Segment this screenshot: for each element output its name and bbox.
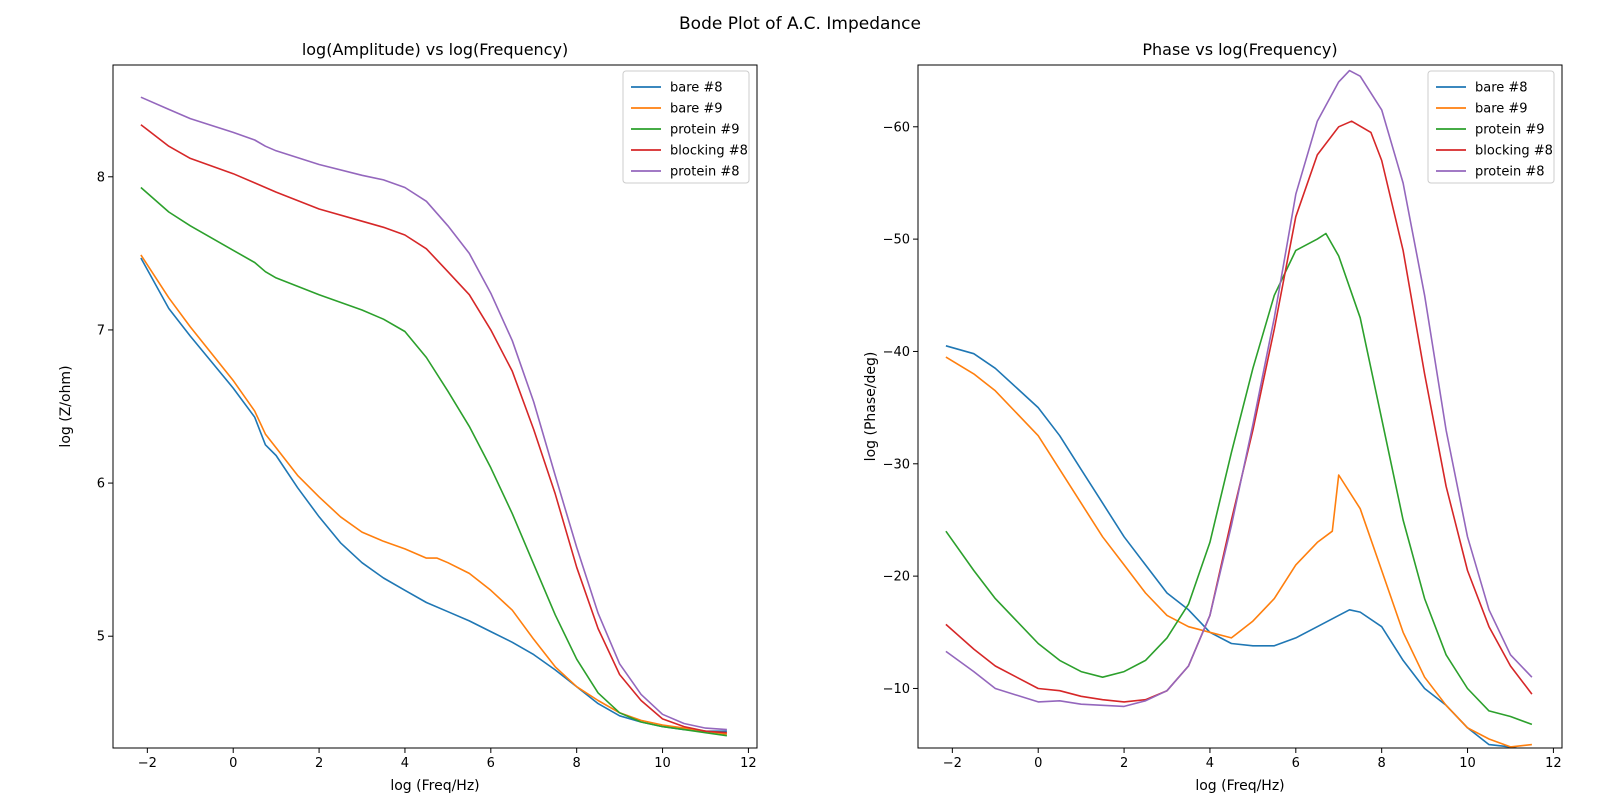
figure-title: Bode Plot of A.C. Impedance [679, 14, 921, 34]
series-line-protein-9 [945, 232, 1533, 726]
legend-label: blocking #8 [670, 144, 748, 159]
x-tick-label: 4 [1206, 756, 1214, 771]
series-line-protein-8 [945, 69, 1533, 708]
y-axis-label: log (Z/ohm) [58, 365, 74, 447]
x-tick-label: 8 [1378, 756, 1386, 771]
y-tick-label: −20 [883, 570, 910, 585]
x-tick-label: 2 [315, 756, 323, 771]
series-line-bare-8 [140, 257, 727, 733]
plot-title: Phase vs log(Frequency) [1142, 40, 1337, 59]
legend-label: protein #8 [670, 165, 740, 180]
x-tick-label: 6 [1292, 756, 1300, 771]
x-tick-label: −2 [943, 756, 962, 771]
axes-frame [112, 64, 758, 749]
x-axis-label: log (Freq/Hz) [1195, 778, 1284, 794]
series-line-bare-8 [945, 345, 1520, 748]
x-tick-label: −2 [138, 756, 157, 771]
y-tick-label: −40 [883, 345, 910, 360]
series-line-bare-9 [945, 356, 1532, 748]
x-tick-label: 10 [654, 756, 671, 771]
x-tick-label: 10 [1459, 756, 1476, 771]
legend: bare #8 bare #9 protein #9 blocking #8 prote… [622, 70, 750, 184]
legend: bare #8 bare #9 protein #9 blocking #8 prote… [1427, 70, 1555, 184]
series-line-protein-8 [140, 96, 727, 731]
legend-label: bare #9 [670, 102, 723, 117]
axes-frame [917, 64, 1563, 749]
x-tick-label: 4 [401, 756, 409, 771]
y-tick-label: −60 [883, 120, 910, 135]
legend-label: bare #8 [1475, 81, 1528, 96]
y-tick-label: −50 [883, 233, 910, 248]
legend-label: protein #9 [670, 123, 740, 138]
x-tick-label: 0 [229, 756, 237, 771]
x-tick-label: 6 [487, 756, 495, 771]
y-tick-label: 6 [97, 477, 105, 492]
x-tick-label: 12 [1545, 756, 1562, 771]
plot-title: log(Amplitude) vs log(Frequency) [302, 40, 568, 59]
legend-frame [1427, 70, 1555, 184]
x-tick-label: 0 [1034, 756, 1042, 771]
x-axis-label: log (Freq/Hz) [390, 778, 479, 794]
y-axis-label: log (Phase/deg) [863, 352, 879, 462]
legend-label: blocking #8 [1475, 144, 1553, 159]
legend-label: protein #8 [1475, 165, 1545, 180]
y-tick-label: 7 [97, 323, 105, 338]
amplitude-plot: −2 0 2 4 6 8 10 12 5 6 7 8 log(Amplitude) vs log(Fre… [58, 40, 758, 794]
y-tick-label: 5 [97, 630, 105, 645]
x-tick-label: 12 [740, 756, 757, 771]
y-tick-label: 8 [97, 170, 105, 185]
legend-label: protein #9 [1475, 123, 1545, 138]
y-tick-label: −10 [883, 682, 910, 697]
y-tick-label: −30 [883, 457, 910, 472]
legend-frame [622, 70, 750, 184]
series-line-protein-9 [140, 186, 728, 737]
series-line-bare-9 [140, 254, 728, 735]
legend-label: bare #8 [670, 81, 723, 96]
legend-label: bare #9 [1475, 102, 1528, 117]
x-tick-label: 2 [1120, 756, 1128, 771]
x-tick-label: 8 [573, 756, 581, 771]
series-line-blocking-8 [140, 124, 727, 734]
series-line-blocking-8 [945, 120, 1533, 703]
